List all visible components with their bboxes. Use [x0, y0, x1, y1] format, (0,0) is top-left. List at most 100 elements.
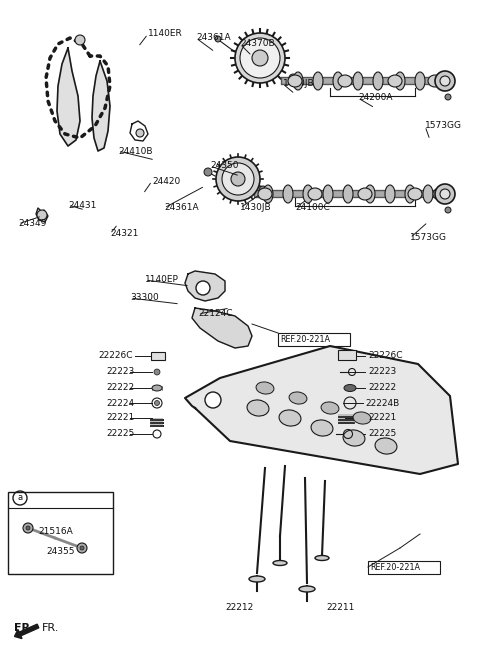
Ellipse shape [405, 185, 415, 203]
Text: 1573GG: 1573GG [425, 121, 462, 131]
Ellipse shape [256, 382, 274, 394]
Text: 22221: 22221 [106, 413, 134, 422]
Ellipse shape [373, 72, 383, 90]
Polygon shape [185, 346, 458, 474]
Ellipse shape [423, 185, 433, 203]
Ellipse shape [408, 188, 422, 200]
Circle shape [37, 210, 47, 220]
Text: 22124C: 22124C [198, 310, 232, 319]
Text: 22222: 22222 [368, 384, 396, 392]
Text: 22224B: 22224B [365, 398, 399, 407]
Bar [338, 414, 354, 424]
Circle shape [80, 546, 84, 550]
Ellipse shape [415, 72, 425, 90]
Circle shape [155, 401, 159, 405]
Ellipse shape [433, 188, 447, 200]
Ellipse shape [311, 420, 333, 436]
Ellipse shape [299, 586, 315, 592]
Circle shape [440, 189, 450, 199]
Circle shape [252, 50, 268, 66]
Bar [8, 492, 113, 574]
Ellipse shape [375, 438, 397, 454]
Ellipse shape [263, 185, 273, 203]
Text: 1140ER: 1140ER [148, 30, 183, 39]
Ellipse shape [258, 188, 272, 200]
Ellipse shape [279, 410, 301, 426]
Text: REF.20-221A: REF.20-221A [280, 335, 330, 344]
Circle shape [240, 38, 280, 78]
Text: 22225: 22225 [106, 430, 134, 438]
Text: 24370B: 24370B [240, 39, 275, 49]
Ellipse shape [353, 72, 363, 90]
Ellipse shape [315, 556, 329, 560]
Bar [151, 352, 165, 360]
Bar [368, 561, 440, 574]
Ellipse shape [321, 402, 339, 414]
Circle shape [222, 163, 254, 195]
Circle shape [215, 36, 221, 42]
Text: 1430JB: 1430JB [283, 79, 314, 89]
Text: REF.20-221A: REF.20-221A [370, 563, 420, 572]
Ellipse shape [358, 188, 372, 200]
Circle shape [196, 281, 210, 295]
Text: 22212: 22212 [225, 604, 253, 613]
Ellipse shape [333, 72, 343, 90]
FancyArrow shape [14, 624, 39, 638]
Text: 22224: 22224 [106, 398, 134, 407]
Ellipse shape [283, 185, 293, 203]
Text: a: a [201, 283, 205, 293]
Ellipse shape [247, 400, 269, 416]
Polygon shape [92, 61, 110, 151]
Circle shape [23, 523, 33, 533]
Bar [338, 350, 356, 360]
Ellipse shape [308, 188, 322, 200]
Polygon shape [185, 271, 225, 301]
Text: FR.: FR. [14, 623, 35, 633]
Text: a: a [17, 493, 23, 502]
Bar [150, 418, 163, 427]
Text: 24350: 24350 [210, 161, 239, 171]
Circle shape [136, 129, 144, 137]
Circle shape [204, 168, 212, 176]
Text: 24355: 24355 [46, 548, 74, 556]
Text: 1140EP: 1140EP [145, 276, 179, 285]
Polygon shape [192, 308, 252, 348]
Polygon shape [57, 48, 80, 146]
Text: 24420: 24420 [152, 176, 180, 186]
Ellipse shape [273, 560, 287, 565]
Text: 21516A: 21516A [38, 527, 73, 535]
Ellipse shape [388, 75, 402, 87]
Ellipse shape [343, 430, 365, 446]
Text: FR.: FR. [42, 623, 60, 633]
Circle shape [259, 186, 267, 194]
Ellipse shape [288, 75, 302, 87]
Circle shape [445, 207, 451, 213]
Bar [278, 333, 350, 346]
Circle shape [289, 74, 297, 82]
Text: 1430JB: 1430JB [240, 203, 272, 213]
Circle shape [235, 33, 285, 83]
Ellipse shape [385, 185, 395, 203]
Ellipse shape [344, 384, 356, 392]
Text: 1573GG: 1573GG [410, 234, 447, 243]
Ellipse shape [249, 576, 265, 582]
Text: 24361A: 24361A [164, 203, 199, 213]
Ellipse shape [338, 75, 352, 87]
Text: 24410B: 24410B [118, 146, 153, 155]
Text: 24200A: 24200A [358, 94, 393, 102]
Text: 22226C: 22226C [368, 352, 403, 361]
Circle shape [205, 392, 221, 408]
Circle shape [75, 35, 85, 45]
Circle shape [231, 172, 245, 186]
Ellipse shape [289, 392, 307, 404]
Text: 24349: 24349 [18, 220, 47, 228]
Ellipse shape [343, 185, 353, 203]
Text: 22223: 22223 [106, 367, 134, 377]
Text: 24431: 24431 [68, 201, 96, 209]
Ellipse shape [395, 72, 405, 90]
Text: 22225: 22225 [368, 430, 396, 438]
Ellipse shape [365, 185, 375, 203]
Text: 22226C: 22226C [98, 352, 132, 361]
Circle shape [216, 157, 260, 201]
Ellipse shape [293, 72, 303, 90]
